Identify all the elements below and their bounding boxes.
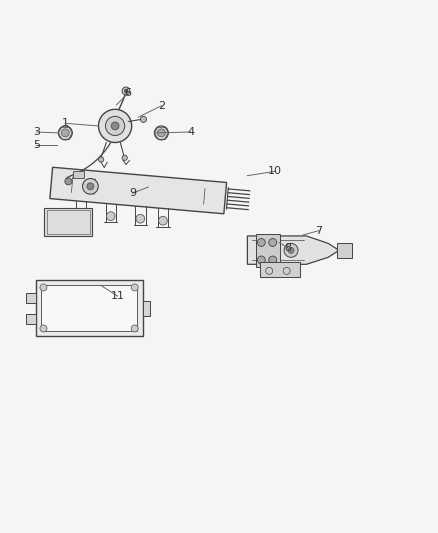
- Circle shape: [136, 214, 145, 223]
- Bar: [143, 301, 150, 317]
- Text: 6: 6: [125, 88, 132, 98]
- Circle shape: [288, 247, 294, 253]
- Text: 4: 4: [187, 127, 194, 137]
- Bar: [256, 234, 280, 266]
- Bar: [41, 285, 138, 331]
- Circle shape: [65, 178, 72, 185]
- Text: 10: 10: [268, 166, 282, 176]
- Circle shape: [154, 126, 168, 140]
- Circle shape: [111, 122, 119, 130]
- Circle shape: [269, 239, 277, 246]
- Circle shape: [61, 129, 69, 137]
- Bar: [26, 293, 35, 303]
- Bar: [73, 171, 84, 177]
- Circle shape: [159, 216, 167, 225]
- Text: 9: 9: [129, 188, 136, 198]
- Bar: [261, 262, 300, 277]
- Circle shape: [124, 89, 128, 93]
- Circle shape: [40, 284, 47, 291]
- Text: 8: 8: [284, 243, 292, 253]
- Circle shape: [106, 212, 115, 221]
- Text: 1: 1: [62, 118, 69, 128]
- Circle shape: [58, 126, 72, 140]
- Circle shape: [141, 116, 147, 123]
- Bar: [44, 207, 92, 236]
- Circle shape: [99, 109, 132, 142]
- Text: 7: 7: [315, 225, 322, 236]
- Text: 2: 2: [158, 101, 165, 111]
- Circle shape: [122, 155, 127, 160]
- Circle shape: [77, 209, 85, 218]
- Polygon shape: [247, 236, 339, 264]
- Circle shape: [258, 239, 265, 246]
- Circle shape: [87, 183, 94, 190]
- Bar: [337, 244, 352, 258]
- Circle shape: [157, 129, 165, 137]
- Circle shape: [269, 256, 277, 264]
- Bar: [35, 280, 143, 336]
- Bar: [26, 313, 35, 324]
- Circle shape: [40, 325, 47, 332]
- Circle shape: [258, 256, 265, 264]
- Bar: [46, 210, 90, 234]
- Polygon shape: [50, 167, 226, 214]
- Circle shape: [131, 325, 138, 332]
- Circle shape: [131, 284, 138, 291]
- Text: 11: 11: [111, 291, 125, 301]
- Text: 5: 5: [33, 140, 40, 150]
- Circle shape: [106, 116, 125, 135]
- Circle shape: [284, 244, 298, 257]
- Circle shape: [82, 179, 98, 194]
- Text: 3: 3: [33, 127, 40, 137]
- Circle shape: [122, 87, 130, 95]
- Circle shape: [99, 157, 104, 162]
